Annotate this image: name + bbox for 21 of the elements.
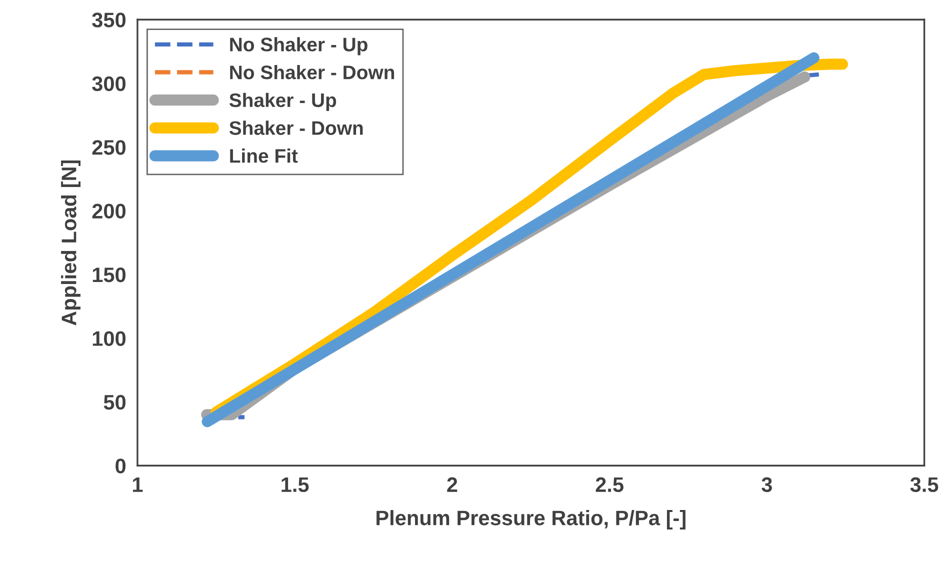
x-tick-label: 1 [132, 478, 143, 492]
x-tick-label: 3.5 [910, 477, 938, 492]
y-tick-label: 0 [116, 458, 126, 474]
legend-label: No Shaker - Down [230, 64, 394, 80]
x-tick-label: 1.5 [282, 478, 309, 492]
y-tick-label: 150 [92, 267, 126, 282]
y-tick-label: 100 [92, 331, 126, 346]
x-tick-label: 2 [447, 477, 458, 492]
x-tick-label: 3 [762, 477, 772, 492]
y-tick-label: 300 [92, 76, 126, 92]
y-tick-label: 50 [104, 394, 126, 410]
legend-label: Shaker - Down [229, 120, 363, 135]
legend-label: Line Fit [230, 148, 298, 163]
legend-label: No Shaker - Up [230, 37, 368, 56]
y-tick-label: 350 [92, 12, 126, 28]
y-axis-title: Applied Load [N] [61, 160, 80, 326]
x-tick-label: 2.5 [596, 477, 624, 492]
y-tick-label: 200 [92, 204, 126, 219]
legend-label: Shaker - Up [229, 92, 336, 111]
y-tick-label: 250 [92, 140, 126, 155]
x-axis-title: Plenum Pressure Ratio, P/Pa [-] [376, 510, 686, 530]
